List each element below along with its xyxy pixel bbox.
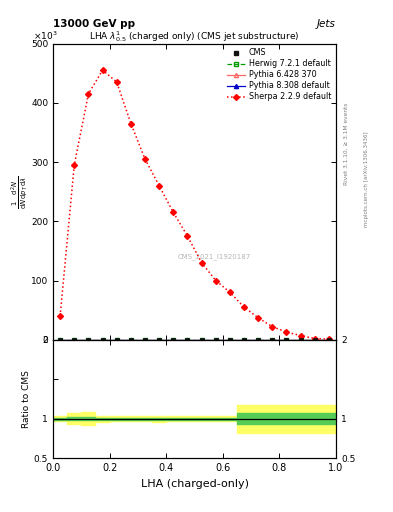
Y-axis label: Ratio to CMS: Ratio to CMS [22, 370, 31, 428]
Legend: CMS, Herwig 7.2.1 default, Pythia 6.428 370, Pythia 8.308 default, Sherpa 2.2.9 : CMS, Herwig 7.2.1 default, Pythia 6.428 … [225, 46, 334, 104]
Text: $\times10^3$: $\times10^3$ [33, 30, 58, 42]
Y-axis label: $\frac{1}{\mathrm{d}N}\frac{\mathrm{d}^2N}{\mathrm{d}p_T\,\mathrm{d}\lambda}$: $\frac{1}{\mathrm{d}N}\frac{\mathrm{d}^2… [9, 175, 29, 208]
X-axis label: LHA (charged-only): LHA (charged-only) [141, 479, 248, 488]
Title: LHA $\lambda^{1}_{0.5}$ (charged only) (CMS jet substructure): LHA $\lambda^{1}_{0.5}$ (charged only) (… [89, 29, 300, 44]
Text: Rivet 3.1.10, ≥ 3.1M events: Rivet 3.1.10, ≥ 3.1M events [344, 102, 349, 184]
Text: 13000 GeV pp: 13000 GeV pp [53, 19, 135, 29]
Text: CMS_2021_I1920187: CMS_2021_I1920187 [178, 253, 251, 260]
Text: mcplots.cern.ch [arXiv:1306.3436]: mcplots.cern.ch [arXiv:1306.3436] [364, 132, 369, 227]
Text: Jets: Jets [317, 19, 336, 29]
